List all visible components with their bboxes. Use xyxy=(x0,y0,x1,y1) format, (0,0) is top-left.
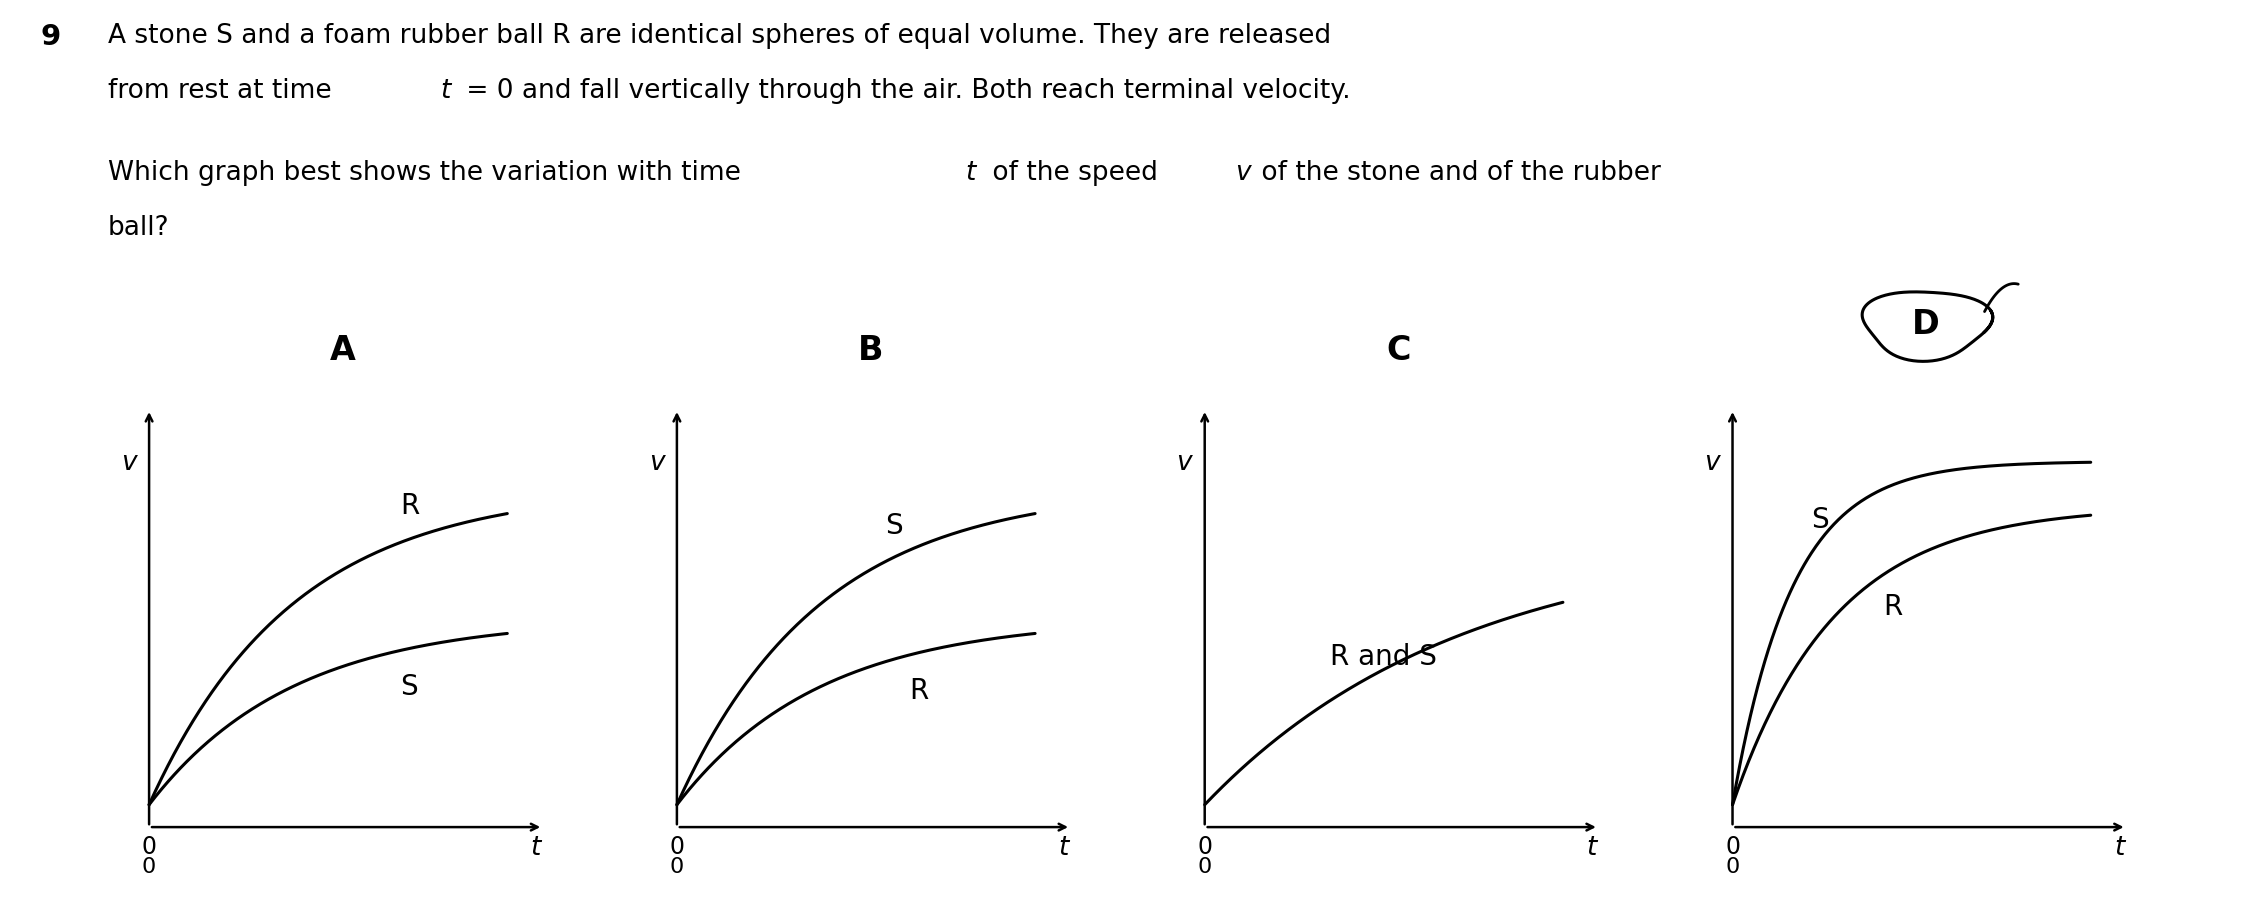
Text: = 0 and fall vertically through the air. Both reach terminal velocity.: = 0 and fall vertically through the air.… xyxy=(458,78,1350,103)
Text: S: S xyxy=(885,511,903,540)
Text: v: v xyxy=(1235,160,1251,185)
Text: v: v xyxy=(649,450,665,477)
Text: 0: 0 xyxy=(141,857,157,877)
Text: v: v xyxy=(1177,450,1193,477)
Text: Which graph best shows the variation with time: Which graph best shows the variation wit… xyxy=(108,160,750,185)
Text: 0: 0 xyxy=(1725,857,1741,877)
Text: of the speed: of the speed xyxy=(984,160,1166,185)
Text: S: S xyxy=(1810,507,1828,534)
Text: from rest at time: from rest at time xyxy=(108,78,339,103)
Text: 0: 0 xyxy=(669,834,685,858)
Text: t: t xyxy=(966,160,977,185)
Text: 9: 9 xyxy=(40,23,61,51)
Text: 0: 0 xyxy=(1197,857,1213,877)
Text: R and S: R and S xyxy=(1330,643,1437,671)
Text: t: t xyxy=(440,78,451,103)
Text: v: v xyxy=(121,450,137,477)
Text: t: t xyxy=(2113,834,2125,861)
Text: B: B xyxy=(858,334,883,367)
Text: D: D xyxy=(1911,308,1941,341)
Text: 0: 0 xyxy=(1197,834,1213,858)
Text: of the stone and of the rubber: of the stone and of the rubber xyxy=(1253,160,1662,185)
Text: S: S xyxy=(400,673,418,701)
Text: v: v xyxy=(1705,450,1720,477)
Text: 0: 0 xyxy=(669,857,685,877)
Text: t: t xyxy=(1058,834,1069,861)
Text: A: A xyxy=(330,334,355,367)
Text: t: t xyxy=(1586,834,1597,861)
Text: 0: 0 xyxy=(141,834,157,858)
Text: t: t xyxy=(530,834,541,861)
Text: 0: 0 xyxy=(1725,834,1741,858)
Text: C: C xyxy=(1386,334,1410,367)
Text: R: R xyxy=(910,677,930,705)
Text: A stone S and a foam rubber ball R are identical spheres of equal volume. They a: A stone S and a foam rubber ball R are i… xyxy=(108,23,1332,48)
Text: R: R xyxy=(400,492,420,520)
Text: R: R xyxy=(1882,593,1902,622)
Text: ball?: ball? xyxy=(108,215,168,240)
